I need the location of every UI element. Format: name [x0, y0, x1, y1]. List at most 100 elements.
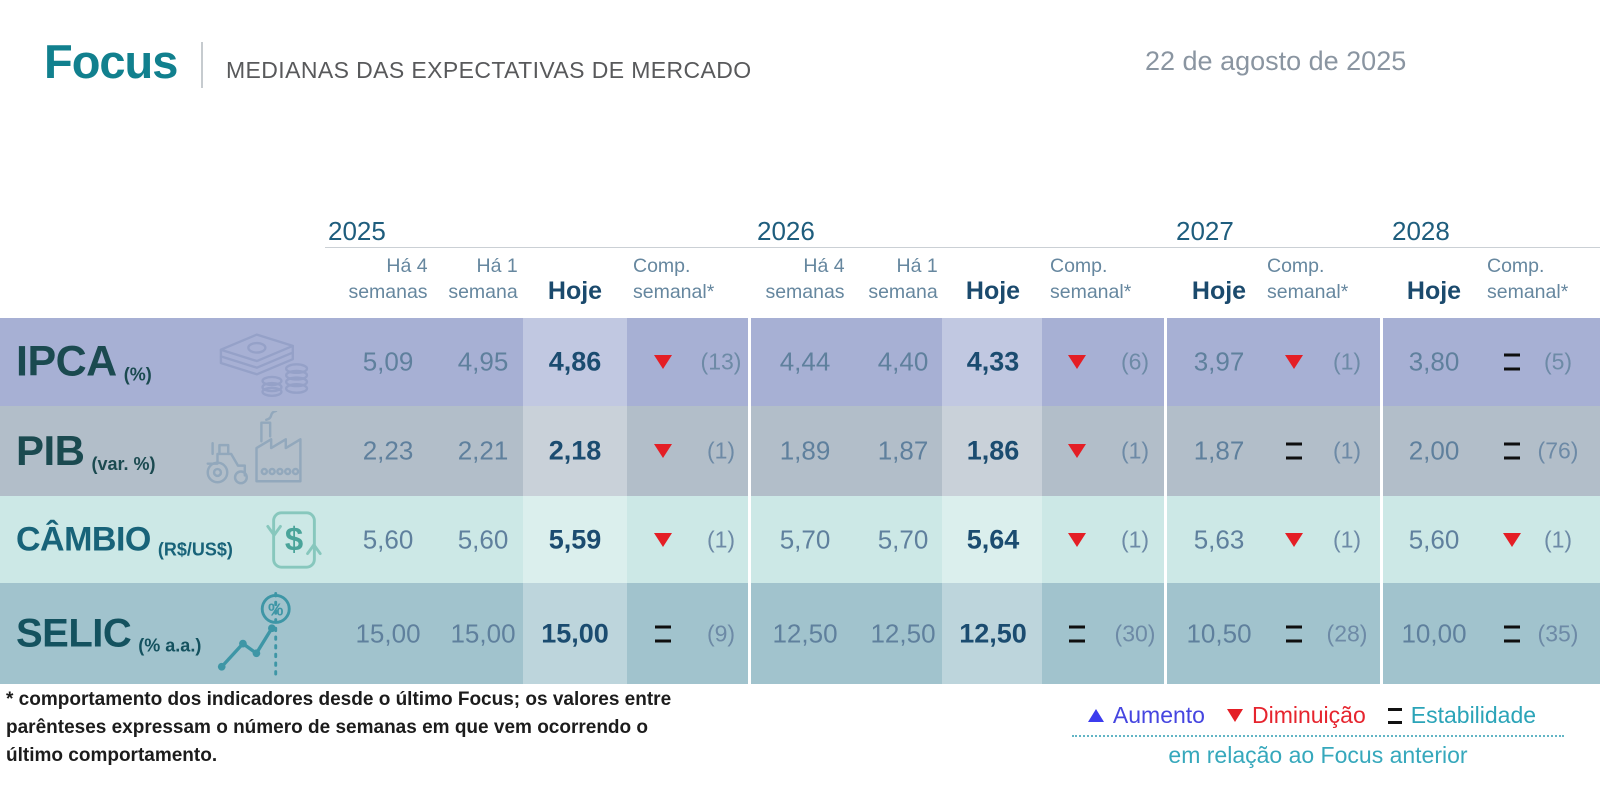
indicator-label: PIB (var. %)	[16, 427, 156, 475]
report-date: 22 de agosto de 2025	[1145, 46, 1407, 76]
today-value-cell: 12,50	[959, 618, 1027, 648]
today-value-cell: 10,50	[1186, 618, 1252, 648]
stability-icon	[1387, 707, 1402, 724]
col-header-line: semana	[448, 281, 518, 303]
col-header-line: semanal*	[1487, 281, 1569, 303]
value-cell: 5,60	[457, 524, 509, 554]
money-icon	[219, 333, 309, 397]
col-header-line: Há 4	[803, 255, 845, 277]
weeks-cell: (1)	[1120, 437, 1150, 464]
legend-decrease: Diminuição	[1226, 702, 1366, 729]
year-header-2027: 2027	[1176, 216, 1234, 246]
col-header-ha1-semana: Há 1 semana	[448, 253, 517, 305]
value-cell: 5,60	[362, 524, 414, 554]
weeks-cell: (35)	[1537, 620, 1579, 646]
col-header-line: semanal*	[1267, 281, 1349, 303]
col-header-line: Há 1	[896, 255, 938, 277]
row-selic: SELIC (% a.a.) % 15,00 15,00 15,00 (9) 12…	[0, 583, 1600, 684]
col-header-line: semanal*	[633, 281, 715, 303]
value-cell: 4,95	[457, 346, 509, 377]
indicator-name: PIB	[16, 427, 85, 474]
hoje-highlight-band	[523, 406, 627, 496]
weeks-cell: (1)	[706, 437, 736, 464]
trend-cell	[1286, 442, 1302, 460]
col-header-line: Comp.	[1050, 255, 1108, 277]
weeks-cell: (1)	[1332, 526, 1362, 552]
value-cell: 5,09	[362, 346, 414, 377]
today-value-cell: 5,63	[1193, 524, 1245, 554]
trend-cell	[655, 625, 671, 642]
value-cell: 12,50	[772, 618, 838, 648]
col-header-ha1-semana: Há 1 semana	[868, 253, 937, 305]
trend-cell	[1504, 442, 1520, 460]
stability-icon	[1286, 625, 1302, 642]
value-cell: 5,70	[779, 524, 831, 554]
row-cambio: CÂMBIO (R$/US$) $ 5,60 5,60 5,59 (1) 5,70…	[0, 496, 1600, 583]
weeks-cell: (1)	[1120, 526, 1150, 552]
trend-cell	[1069, 625, 1085, 642]
year-divider	[1164, 318, 1167, 684]
hoje-highlight-band	[523, 496, 627, 583]
indicator-name: CÂMBIO	[16, 520, 151, 558]
hoje-highlight-band	[942, 406, 1042, 496]
legend-items: Aumento Diminuição Estabilidade	[1072, 702, 1564, 729]
col-header-line: Comp.	[1487, 255, 1545, 277]
footnote: * comportamento dos indicadores desde o …	[6, 689, 672, 766]
value-cell: 2,23	[362, 435, 414, 466]
indicator-unit: (var. %)	[91, 454, 156, 474]
today-value-cell: 5,60	[1408, 524, 1460, 554]
trend-cell	[1504, 353, 1520, 371]
value-cell: 15,00	[355, 618, 421, 648]
col-header-comp-semanal: Comp. semanal*	[1267, 253, 1348, 305]
value-cell: 12,50	[870, 618, 936, 648]
weeks-cell: (1)	[1332, 348, 1362, 375]
hoje-highlight-band	[942, 583, 1042, 684]
col-header-line: semanas	[765, 281, 845, 303]
today-value-cell: 10,00	[1401, 618, 1467, 648]
indicator-label: SELIC (% a.a.)	[16, 611, 201, 656]
col-header-comp-semanal: Comp. semanal*	[633, 253, 714, 305]
divider	[201, 42, 203, 88]
legend-increase: Aumento	[1087, 702, 1205, 729]
value-cell: 2,21	[457, 435, 509, 466]
legend-decrease-label: Diminuição	[1251, 702, 1366, 728]
col-header-ha4-semanas: Há 4 semanas	[348, 253, 427, 305]
weeks-cell: (28)	[1326, 620, 1368, 646]
trend-cell	[1285, 355, 1303, 369]
exchange-icon: $	[266, 510, 322, 569]
value-cell: 1,89	[779, 435, 831, 466]
indicator-unit: (%)	[123, 364, 152, 385]
decrease-icon	[1285, 532, 1303, 547]
col-header-hoje: Hoje	[1191, 277, 1247, 305]
hoje-highlight-band	[523, 318, 627, 406]
today-value-cell: 2,00	[1408, 435, 1460, 466]
brand-logo: Focus	[44, 35, 178, 88]
year-divider	[1380, 318, 1383, 684]
today-value-cell: 5,59	[548, 524, 602, 554]
trend-cell	[654, 355, 672, 369]
weeks-cell: (30)	[1114, 620, 1156, 646]
decrease-icon	[1285, 355, 1303, 369]
decrease-icon	[1068, 532, 1086, 547]
decrease-icon	[1503, 532, 1521, 547]
today-value-cell: 3,80	[1408, 346, 1460, 377]
year-underline	[325, 247, 1600, 248]
col-header-line: semana	[868, 281, 938, 303]
weeks-cell: (76)	[1537, 437, 1579, 464]
legend-caption: em relação ao Focus anterior	[1072, 735, 1564, 769]
trend-cell	[1503, 532, 1521, 547]
hoje-highlight-band	[523, 583, 627, 684]
today-value-cell: 2,18	[548, 435, 602, 466]
year-divider	[748, 318, 751, 684]
stability-icon	[1504, 353, 1520, 371]
weeks-cell: (1)	[706, 526, 736, 552]
col-header-line: Comp.	[633, 255, 691, 277]
value-cell: 4,40	[877, 346, 929, 377]
trend-cell	[1068, 355, 1086, 369]
trend-cell	[654, 532, 672, 547]
value-cell: 15,00	[450, 618, 516, 648]
hoje-highlight-band	[942, 318, 1042, 406]
legend: Aumento Diminuição Estabilidade em relaç…	[1072, 702, 1564, 769]
indicator-unit: (R$/US$)	[157, 539, 233, 559]
